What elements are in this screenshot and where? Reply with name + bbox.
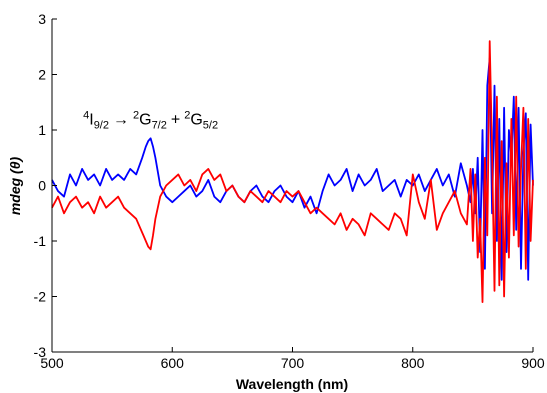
x-tick-label: 900 (521, 355, 545, 371)
annot-b-sup: 2 (133, 109, 139, 121)
annot-plus: + (171, 111, 180, 128)
y-tick-label: -1 (34, 233, 47, 249)
annot-c-sup: 2 (184, 109, 190, 121)
annot-a-sup: 4 (83, 109, 89, 121)
y-tick-label: 3 (38, 11, 46, 27)
y-tick-label: -2 (34, 289, 47, 305)
x-tick-label: 600 (161, 355, 185, 371)
y-tick-label: 0 (38, 178, 46, 194)
x-axis-label: Wavelength (nm) (236, 376, 348, 392)
annot-a-base: I (89, 111, 93, 128)
transition-annotation: 4I9/2 → 2G7/2 +2G5/2 (83, 109, 218, 131)
y-tick-label: 1 (38, 122, 46, 138)
x-tick-label: 800 (401, 355, 425, 371)
x-tick-label: 500 (40, 355, 64, 371)
y-axis-label: mdeg (θ) (7, 156, 23, 215)
series-line-red (51, 40, 534, 304)
y-tick-label: -3 (34, 344, 47, 360)
ticks-layer: 500 600 700 800 900 3 2 1 0 -1 -2 -3 (34, 11, 545, 371)
annot-arrow: → (113, 111, 129, 128)
y-tick-label: 2 (38, 67, 46, 83)
x-tick-label: 700 (281, 355, 305, 371)
series-line-blue (51, 57, 534, 281)
annot-b-base: G (139, 111, 151, 128)
series-layer (51, 40, 534, 304)
annot-c-sub: 5/2 (203, 119, 218, 131)
annot-c-base: G (190, 111, 202, 128)
annot-b-sub: 7/2 (152, 119, 167, 131)
annot-a-sub: 9/2 (94, 119, 109, 131)
